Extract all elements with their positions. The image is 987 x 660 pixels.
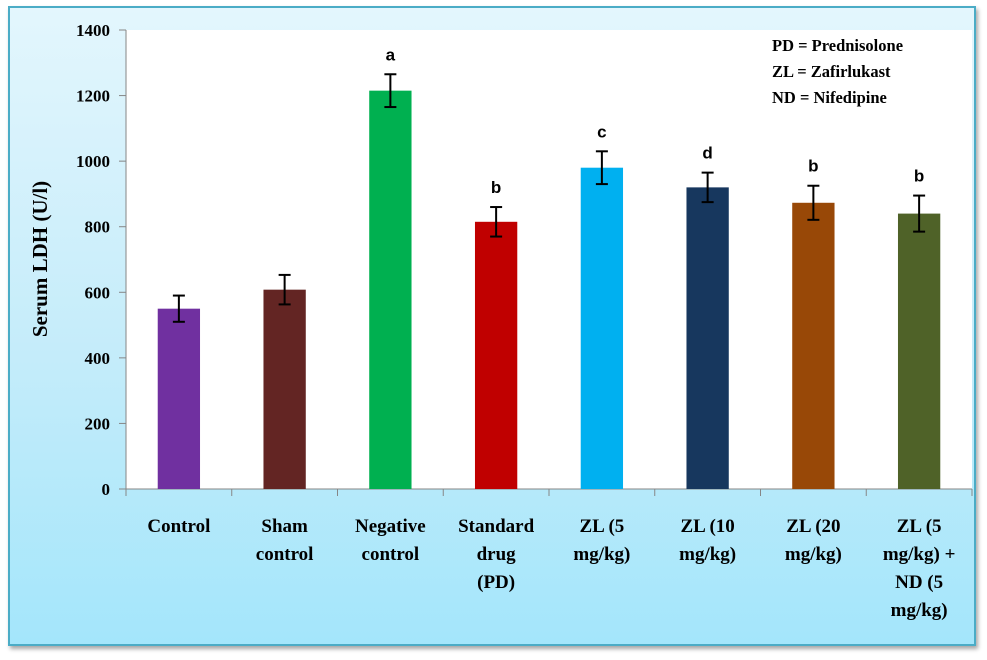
bar [897,213,941,489]
y-tick-label: 400 [85,349,111,368]
y-tick-label: 600 [85,283,111,302]
error-bar [807,184,820,221]
y-tick-label: 1000 [76,152,110,171]
bars: a b c d b b [157,45,941,490]
bar [686,187,729,489]
error-bar [490,206,503,238]
bar [263,289,306,489]
significance-label: b [808,157,818,176]
x-tick-label: ZL (5 mg/kg) [573,516,630,565]
y-axis-title: Serum LDH (U/l) [28,181,52,337]
x-tick-label: Control [147,516,210,537]
category-labels: Control Sham control Negative control Standar… [147,516,955,621]
y-tick-label: 1400 [76,21,110,40]
x-tick-label: Sham control [256,516,314,565]
significance-label: a [386,45,396,64]
abbreviation-entry: ZL = Zafirlukast [772,62,891,81]
x-tick-label: ZL (20 mg/kg) [785,516,842,565]
error-bar [701,171,714,204]
y-tick-label: 0 [102,480,111,499]
bar [580,167,624,489]
y-tick-label: 1200 [76,87,110,106]
significance-label: b [914,167,924,186]
abbreviation-entry: ND = Nifedipine [772,88,887,107]
x-tick-label: Negative control [355,516,426,565]
significance-label: b [491,178,501,197]
bar [157,308,201,489]
x-tick-label: Standard drug (PD) [458,516,534,593]
bar [369,90,412,490]
bar [474,221,518,489]
y-tick-label: 200 [85,414,111,433]
significance-label: d [702,144,712,163]
error-bar [384,73,397,109]
y-tick-label: 800 [85,218,111,237]
bar [792,202,835,490]
x-axis [125,488,973,496]
error-bar [595,150,608,186]
error-bar [278,273,291,306]
error-bar [172,294,185,323]
significance-label: c [597,122,606,141]
abbreviation-legend: PD = Prednisolone ZL = Zafirlukast ND = Ni… [772,36,903,107]
y-axis: 0 200 400 600 800 1000 1200 1400 [76,21,127,499]
x-tick-label: ZL (10 mg/kg) [679,516,736,565]
abbreviation-entry: PD = Prednisolone [772,36,903,55]
error-bar [913,194,926,233]
x-tick-label: ZL (5 mg/kg) + ND (5 mg/kg) [883,516,956,621]
